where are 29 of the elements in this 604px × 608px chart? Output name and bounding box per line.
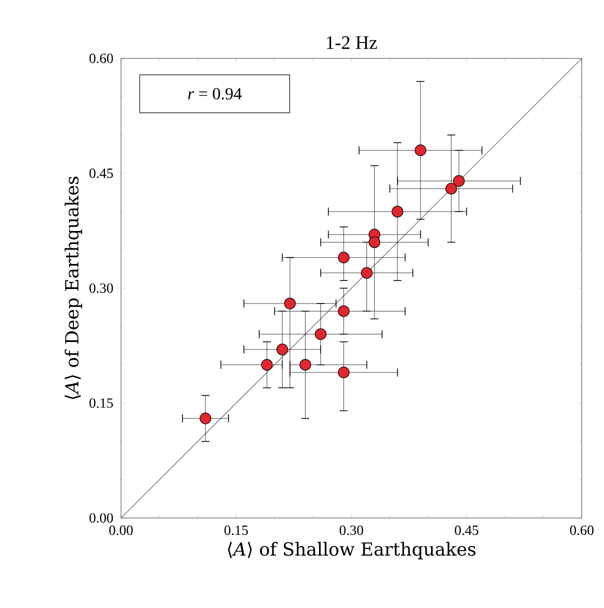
point <box>300 359 312 371</box>
point <box>314 328 326 340</box>
y-tick-label: 0.30 <box>89 283 113 293</box>
x-tick-label: 0.30 <box>340 526 364 536</box>
y-tick-label: 0.15 <box>89 398 113 408</box>
x-tick-label: 0.15 <box>224 526 248 536</box>
y-tick-label: 0.45 <box>89 168 113 178</box>
point <box>261 359 273 371</box>
x-tick-label: 0.45 <box>454 526 478 536</box>
y-tick-label: 0.00 <box>89 513 113 523</box>
point <box>392 206 404 218</box>
x-axis-title: ⟨A⟩ of Shallow Earthquakes <box>228 542 476 560</box>
x-tick-label: 0.60 <box>570 526 594 536</box>
annotation: r = 0.94 <box>188 88 242 100</box>
point <box>338 366 350 378</box>
point <box>200 412 212 424</box>
point <box>453 175 465 187</box>
point <box>368 236 380 248</box>
point <box>445 182 458 194</box>
y-tick-label: 0.60 <box>89 54 113 64</box>
chart-title: 1-2 Hz <box>326 36 377 49</box>
point <box>338 305 350 317</box>
x-tick-label: 0.00 <box>109 526 133 536</box>
y-axis-title: ⟨A⟩ of Deep Earthquakes <box>64 176 82 400</box>
point <box>284 298 296 310</box>
point <box>414 144 426 156</box>
point <box>360 267 373 279</box>
point <box>276 344 288 356</box>
point <box>338 252 350 264</box>
